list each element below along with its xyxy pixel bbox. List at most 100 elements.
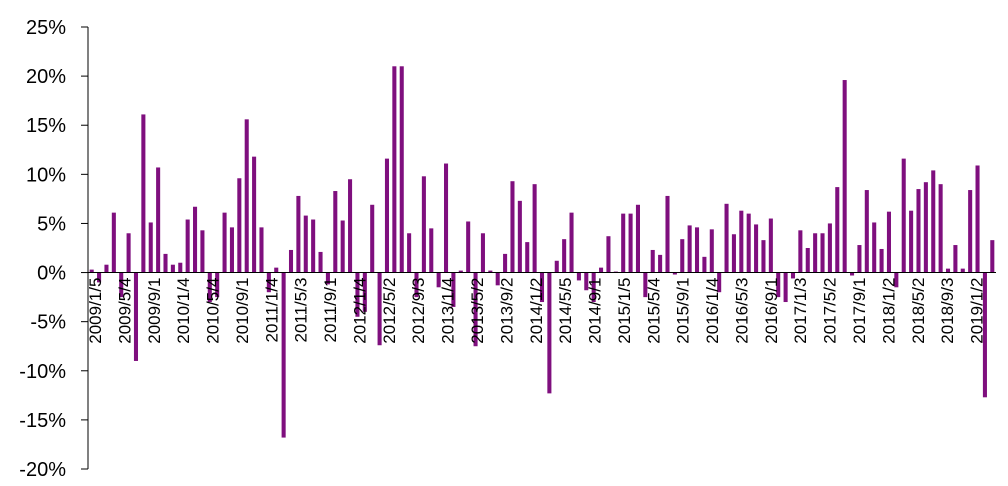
x-tick-label: 2017/5/2 xyxy=(821,278,840,344)
x-tick-label: 2011/9/1 xyxy=(321,278,340,343)
y-tick-label: 15% xyxy=(26,115,66,137)
bar xyxy=(414,272,419,298)
bar xyxy=(909,210,914,273)
bar xyxy=(156,167,161,273)
x-tick-label: 2019/1/2 xyxy=(968,278,987,344)
x-tick-label: 2013/1/4 xyxy=(439,278,458,344)
x-tick-label: 2018/1/2 xyxy=(879,278,898,344)
bar xyxy=(886,211,891,273)
bar xyxy=(399,66,404,273)
x-tick-label: 2009/9/1 xyxy=(145,278,164,344)
bar xyxy=(178,262,183,273)
bar xyxy=(576,272,581,281)
bar xyxy=(621,213,626,273)
x-tick-label: 2013/9/2 xyxy=(497,278,516,344)
bar xyxy=(643,272,648,298)
bar xyxy=(650,249,655,273)
bar xyxy=(702,256,707,273)
bar xyxy=(938,184,943,273)
bar xyxy=(215,272,220,298)
x-tick-label: 2010/5/4 xyxy=(204,278,223,344)
bar xyxy=(783,272,788,303)
bar xyxy=(237,178,242,273)
bar xyxy=(503,253,508,273)
bar xyxy=(739,210,744,273)
bar xyxy=(325,272,330,285)
bar xyxy=(119,272,124,298)
bar xyxy=(185,219,190,273)
x-tick-label: 2016/5/3 xyxy=(732,278,751,344)
x-tick-label: 2014/5/5 xyxy=(556,278,575,344)
bar xyxy=(842,80,847,273)
bar xyxy=(510,181,515,273)
bar xyxy=(894,272,899,288)
bar xyxy=(126,233,131,273)
bar xyxy=(776,272,781,298)
x-tick-label: 2012/5/2 xyxy=(380,278,399,344)
bar xyxy=(266,272,271,293)
bar xyxy=(458,270,463,273)
bar xyxy=(532,184,537,273)
bar xyxy=(362,272,367,312)
bar xyxy=(252,156,257,273)
x-tick-label: 2013/5/2 xyxy=(468,278,487,344)
bar xyxy=(444,163,449,273)
bar xyxy=(392,66,397,273)
bar xyxy=(857,245,862,273)
bar xyxy=(599,267,604,273)
x-tick-label: 2018/9/3 xyxy=(938,278,957,344)
bar xyxy=(318,251,323,273)
x-tick-label: 2012/1/4 xyxy=(350,278,369,344)
bar xyxy=(982,272,987,398)
bar xyxy=(694,227,700,273)
bar xyxy=(97,272,102,283)
bar xyxy=(89,269,94,273)
x-tick-label: 2015/9/1 xyxy=(674,278,693,344)
bar xyxy=(606,236,611,273)
bar xyxy=(148,222,153,273)
bar xyxy=(761,240,766,273)
bar xyxy=(879,248,884,273)
y-tick-label: -10% xyxy=(19,361,66,383)
bar xyxy=(672,272,677,275)
bar xyxy=(709,229,714,273)
bar xyxy=(281,272,286,438)
bar xyxy=(658,254,663,273)
y-tick-label: -5% xyxy=(30,312,66,334)
x-tick-label: 2017/1/3 xyxy=(791,278,810,344)
x-tick-label: 2010/9/1 xyxy=(233,278,252,344)
bar xyxy=(303,215,308,273)
bar xyxy=(872,222,877,273)
bar xyxy=(724,203,729,273)
bar xyxy=(421,176,426,273)
x-tick-label: 2014/1/2 xyxy=(527,278,546,344)
x-tick-label: 2012/9/3 xyxy=(409,278,428,344)
bar xyxy=(798,230,803,273)
bar xyxy=(451,272,456,307)
bar xyxy=(517,200,522,273)
bar xyxy=(355,272,360,317)
bar xyxy=(665,195,670,273)
bar xyxy=(562,239,567,273)
bar xyxy=(222,212,227,273)
bar xyxy=(931,170,936,273)
bar xyxy=(436,272,441,288)
bar xyxy=(207,272,212,303)
bar xyxy=(975,165,980,273)
bar xyxy=(384,158,390,273)
bar xyxy=(968,190,973,273)
bar xyxy=(229,227,234,273)
bar xyxy=(746,213,751,273)
y-tick-label: -15% xyxy=(19,410,66,432)
bar xyxy=(288,249,294,273)
x-tick-label: 2015/5/4 xyxy=(644,278,663,344)
bar xyxy=(960,268,965,273)
bar xyxy=(200,230,205,273)
x-tick-label: 2018/5/2 xyxy=(909,278,928,344)
bar xyxy=(835,187,840,273)
bar xyxy=(731,234,736,273)
bar xyxy=(311,219,316,273)
bar xyxy=(628,213,633,273)
x-tick-label: 2017/9/1 xyxy=(850,278,869,344)
bar xyxy=(827,223,832,273)
